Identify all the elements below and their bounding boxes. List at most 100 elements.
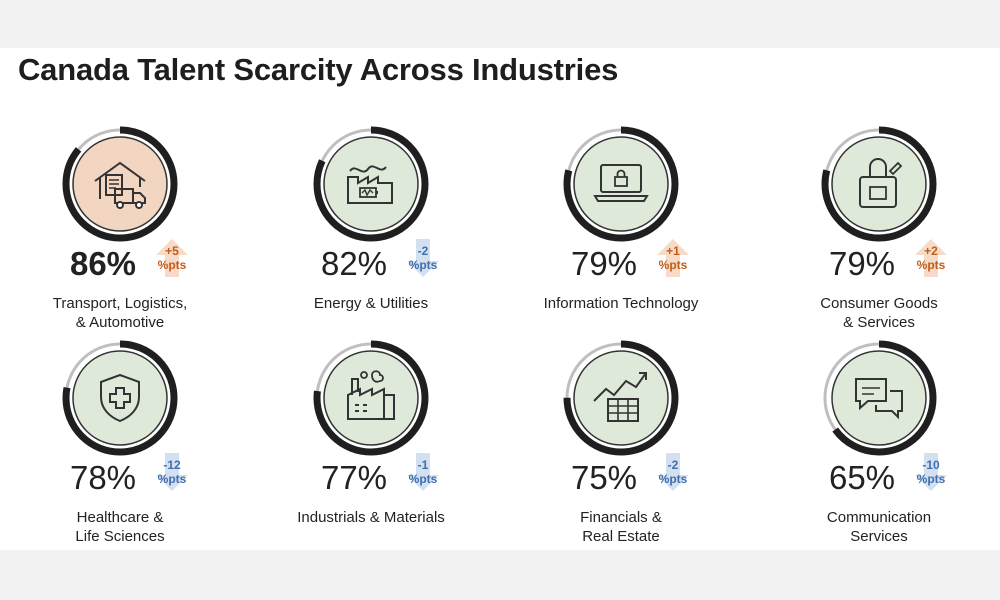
industry-label-line: Real Estate (582, 528, 660, 545)
industry-tile: 77% -1 %pts Industrials & Materials (251, 338, 491, 548)
chat-bubbles-icon (855, 378, 903, 420)
energy-battery-icon (347, 165, 393, 204)
industry-label-line: Consumer Goods (820, 295, 938, 312)
industry-label: Healthcare & Life Sciences (0, 508, 240, 546)
progress-ring (821, 126, 937, 242)
change-unit: %pts (408, 472, 438, 486)
change-badge: -1 %pts (401, 450, 445, 494)
progress-ring (62, 126, 178, 242)
ring-value-arc (62, 126, 178, 242)
value-label: 79% (828, 245, 896, 282)
change-badge: -2 %pts (401, 236, 445, 280)
ring-value-arc (62, 340, 178, 456)
icon-circle (72, 350, 168, 446)
industry-label: Transport, Logistics, & Automotive (0, 294, 240, 332)
industry-label-line: Life Sciences (75, 528, 165, 545)
trend-chart-icon (593, 372, 647, 422)
page-title: Canada Talent Scarcity Across Industries (18, 52, 619, 87)
change-unit: %pts (658, 472, 688, 486)
progress-ring (313, 340, 429, 456)
icon-circle (573, 136, 669, 232)
change-value: +5 (165, 244, 179, 258)
progress-ring (62, 340, 178, 456)
industry-tile: 65% -10 %pts Communication Services (759, 338, 999, 548)
industry-label-line: & Services (843, 314, 915, 331)
change-unit: %pts (157, 472, 187, 486)
change-unit: %pts (916, 472, 946, 486)
progress-ring (563, 126, 679, 242)
arrow-down-icon (407, 453, 439, 491)
change-value: +2 (924, 244, 938, 258)
industry-label: Financials & Real Estate (501, 508, 741, 546)
ring-value-arc (821, 340, 937, 456)
value-label: 86% (69, 245, 137, 282)
value-label: 65% (828, 459, 896, 496)
industry-tile: 79% +1 %pts Information Technology (501, 124, 741, 334)
arrow-down-icon (407, 239, 439, 277)
industry-tile: 79% +2 %pts Consumer Goods & Services (759, 124, 999, 334)
industry-label-line: Communication (826, 509, 932, 526)
change-value: +1 (666, 244, 680, 258)
factory-icon (347, 370, 395, 420)
warehouse-truck-icon (94, 161, 146, 209)
ring-value-arc (563, 340, 679, 456)
change-badge: -12 %pts (150, 450, 194, 494)
industry-tile: 75% -2 %pts Financials & Real Estate (501, 338, 741, 548)
industry-label: Information Technology (501, 294, 741, 313)
change-value: -1 (417, 458, 429, 472)
arrow-down-icon (657, 453, 689, 491)
industry-label-line: Energy & Utilities (313, 295, 429, 312)
value-label: 75% (570, 459, 638, 496)
arrow-down-icon (915, 453, 947, 491)
ring-value-arc (821, 126, 937, 242)
industry-label: Industrials & Materials (251, 508, 491, 527)
value-label: 79% (570, 245, 638, 282)
industry-label: Communication Services (759, 508, 999, 546)
icon-circle (72, 136, 168, 232)
change-badge: +2 %pts (909, 236, 953, 280)
value-label: 82% (320, 245, 388, 282)
industry-label-line: Healthcare & (76, 509, 164, 526)
industry-label: Energy & Utilities (251, 294, 491, 313)
change-unit: %pts (658, 258, 688, 272)
ring-value-arc (313, 126, 429, 242)
icon-circle (323, 136, 419, 232)
arrow-up-icon (915, 239, 947, 277)
laptop-lock-icon (593, 164, 649, 202)
value-label: 77% (320, 459, 388, 496)
icon-circle (831, 350, 927, 446)
industry-tile: 78% -12 %pts Healthcare & Life Sciences (0, 338, 240, 548)
industry-label-line: Services (850, 528, 908, 545)
arrow-up-icon (657, 239, 689, 277)
icon-circle (323, 350, 419, 446)
change-badge: +1 %pts (651, 236, 695, 280)
progress-ring (313, 126, 429, 242)
change-value: -12 (163, 458, 181, 472)
change-value: -10 (922, 458, 940, 472)
arrow-down-icon (156, 453, 188, 491)
change-unit: %pts (916, 258, 946, 272)
industry-label-line: Industrials & Materials (297, 509, 445, 526)
progress-ring (821, 340, 937, 456)
industry-label-line: & Automotive (75, 314, 165, 331)
medical-shield-icon (100, 373, 140, 423)
change-value: -2 (667, 458, 679, 472)
change-badge: -10 %pts (909, 450, 953, 494)
industry-label: Consumer Goods & Services (759, 294, 999, 332)
industry-tile: 82% -2 %pts Energy & Utilities (251, 124, 491, 334)
change-badge: +5 %pts (150, 236, 194, 280)
arrow-up-icon (156, 239, 188, 277)
icon-circle (831, 136, 927, 232)
change-unit: %pts (408, 258, 438, 272)
change-unit: %pts (157, 258, 187, 272)
shopping-bag-icon (859, 158, 903, 208)
industry-label-line: Transport, Logistics, (52, 295, 188, 312)
industry-label-line: Financials & (580, 509, 662, 526)
change-value: -2 (417, 244, 429, 258)
ring-value-arc (313, 340, 429, 456)
value-label: 78% (69, 459, 137, 496)
industry-tile: 86% +5 %pts Transport, Logistics, & Automoti… (0, 124, 240, 334)
ring-value-arc (563, 126, 679, 242)
change-badge: -2 %pts (651, 450, 695, 494)
industry-label-line: Information Technology (543, 295, 699, 312)
